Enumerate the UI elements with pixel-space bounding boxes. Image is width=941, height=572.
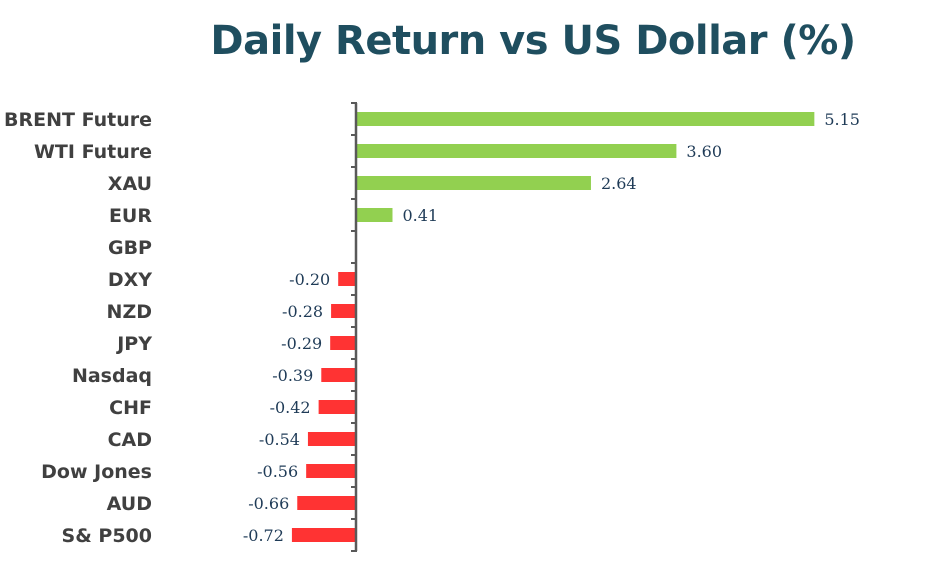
value-label-cad: -0.54 bbox=[259, 430, 300, 449]
category-label-chf: CHF bbox=[109, 397, 152, 419]
value-label-chf: -0.42 bbox=[270, 398, 311, 417]
value-label-jpy: -0.29 bbox=[281, 334, 322, 353]
value-label-nasdaq: -0.39 bbox=[272, 366, 313, 385]
value-label-eur: 0.41 bbox=[402, 206, 438, 225]
category-label-xau: XAU bbox=[108, 173, 152, 195]
category-label-dxy: DXY bbox=[108, 269, 152, 291]
category-label-nasdaq: Nasdaq bbox=[72, 365, 152, 387]
value-label-brent-future: 5.15 bbox=[824, 110, 860, 129]
category-label-brent-future: BRENT Future bbox=[4, 109, 152, 131]
value-label-xau: 2.64 bbox=[601, 174, 637, 193]
category-label-gbp: GBP bbox=[108, 237, 152, 259]
category-label-nzd: NZD bbox=[107, 301, 152, 323]
value-label-s-p500: -0.72 bbox=[243, 526, 284, 545]
bar-dow-jones bbox=[306, 464, 356, 478]
bars-layer bbox=[291, 112, 815, 542]
value-label-dxy: -0.20 bbox=[289, 270, 330, 289]
bar-aud bbox=[297, 496, 356, 510]
bar-wti-future bbox=[356, 144, 677, 158]
category-label-wti-future: WTI Future bbox=[34, 141, 152, 163]
category-label-aud: AUD bbox=[107, 493, 152, 515]
category-label-cad: CAD bbox=[108, 429, 152, 451]
value-label-wti-future: 3.60 bbox=[686, 142, 722, 161]
value-label-nzd: -0.28 bbox=[282, 302, 323, 321]
category-label-eur: EUR bbox=[109, 205, 152, 227]
value-label-aud: -0.66 bbox=[248, 494, 289, 513]
bar-nasdaq bbox=[321, 368, 356, 382]
bar-jpy bbox=[330, 336, 356, 350]
category-label-jpy: JPY bbox=[115, 333, 152, 355]
bar-chf bbox=[318, 400, 356, 414]
category-label-s-p500: S& P500 bbox=[62, 525, 152, 547]
bar-s-p500 bbox=[291, 528, 356, 542]
bar-eur bbox=[356, 208, 393, 222]
bar-dxy bbox=[338, 272, 356, 286]
category-label-dow-jones: Dow Jones bbox=[41, 461, 152, 483]
axis-layer bbox=[351, 102, 358, 552]
bar-cad bbox=[307, 432, 356, 446]
labels-layer: BRENT Future 5.15 WTI Future 3.60 XAU 2.64 EUR… bbox=[4, 109, 860, 547]
bar-nzd bbox=[331, 304, 356, 318]
value-label-dow-jones: -0.56 bbox=[257, 462, 298, 481]
chart-title: Daily Return vs US Dollar (%) bbox=[210, 18, 856, 64]
bar-xau bbox=[356, 176, 591, 190]
bar-brent-future bbox=[356, 112, 815, 126]
